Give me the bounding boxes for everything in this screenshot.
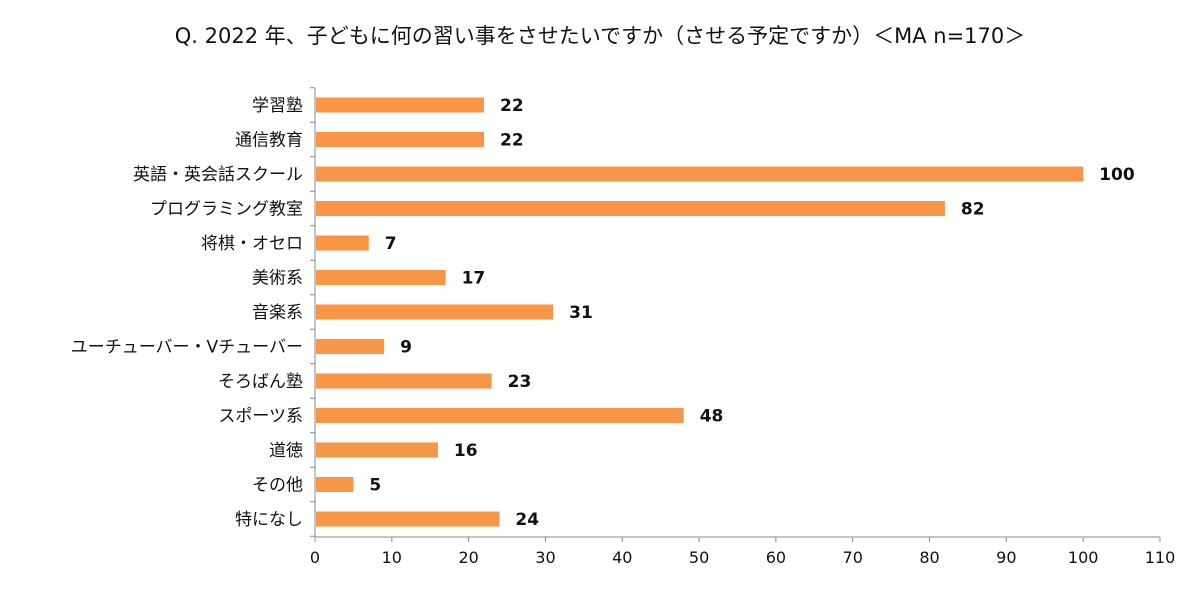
category-label: 通信教育: [235, 131, 303, 151]
x-tick-label: 0: [310, 548, 320, 567]
category-label: 将棋・オセロ: [201, 234, 303, 254]
data-label: 31: [569, 303, 593, 323]
bar: [316, 304, 554, 320]
category-label: ユーチューバー・Vチューバー: [71, 338, 303, 358]
data-label: 82: [961, 200, 985, 220]
category-label: 学習塾: [252, 95, 303, 116]
data-label: 7: [385, 234, 397, 254]
x-tick-label: 10: [382, 548, 402, 567]
x-tick-label: 80: [919, 548, 939, 567]
bar: [316, 97, 484, 113]
chart-title: Q. 2022 年、子どもに何の習い事をさせたいですか（させる予定ですか）＜MA…: [174, 24, 1026, 48]
data-label: 100: [1099, 165, 1135, 185]
bar: [316, 477, 354, 492]
bar: [316, 235, 369, 251]
category-label: プログラミング教室: [150, 200, 303, 220]
bar: [316, 408, 684, 423]
data-label: 16: [454, 441, 478, 461]
x-tick-label: 90: [996, 548, 1016, 567]
category-label: スポーツ系: [218, 407, 303, 427]
data-label: 17: [462, 269, 486, 289]
data-label: 22: [500, 131, 524, 151]
x-tick-label: 70: [843, 548, 863, 567]
bar: [316, 166, 1084, 182]
category-label: 美術系: [252, 269, 303, 289]
data-label: 24: [515, 510, 539, 530]
category-label: 特になし: [235, 510, 303, 530]
bar: [316, 201, 945, 216]
x-tick-label: 20: [458, 548, 478, 567]
category-label: 音楽系: [252, 303, 303, 323]
bar: [316, 132, 484, 147]
data-label: 22: [500, 96, 524, 116]
data-label: 5: [369, 476, 381, 496]
bar: [316, 442, 438, 458]
bar: [316, 270, 446, 285]
category-label: そろばん塾: [218, 371, 303, 392]
bar: [316, 339, 385, 354]
category-label: その他: [252, 476, 303, 496]
bar: [316, 511, 500, 527]
x-tick-label: 40: [612, 548, 632, 567]
x-tick-label: 60: [766, 548, 786, 567]
category-label: 英語・英会話スクール: [133, 165, 303, 185]
data-label: 23: [508, 372, 532, 392]
category-label: 道徳: [269, 441, 303, 461]
x-tick-label: 30: [535, 548, 555, 567]
data-label: 48: [700, 407, 724, 427]
x-tick-label: 50: [689, 548, 709, 567]
data-label: 9: [400, 338, 412, 358]
x-tick-label: 100: [1068, 548, 1099, 567]
x-tick-label: 110: [1145, 548, 1176, 567]
bar: [316, 373, 492, 389]
